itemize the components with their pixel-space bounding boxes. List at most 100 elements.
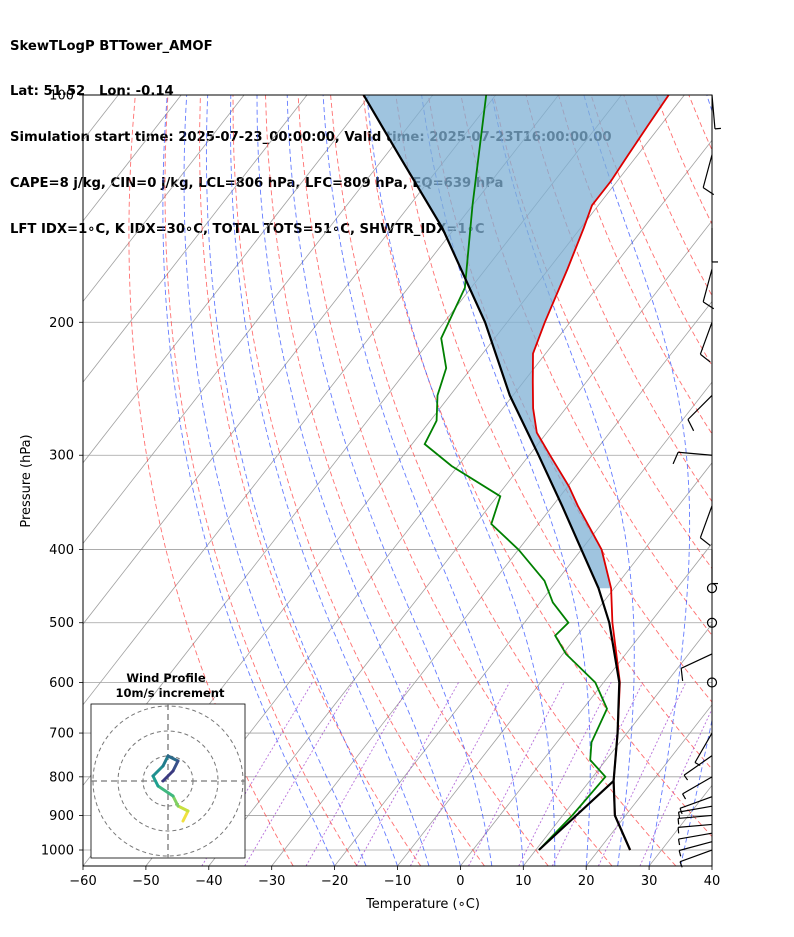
- barb-staff: [687, 395, 713, 420]
- y-tick-label: 700: [49, 727, 74, 742]
- wind-barb: [683, 755, 713, 781]
- dry-adiabat-line: [754, 95, 794, 866]
- inset-subtitle: 10m/s increment: [116, 686, 225, 700]
- barb-staff: [680, 653, 713, 669]
- wind-profile-inset: Wind Profile 10m/s increment: [90, 671, 246, 859]
- barb-staff: [683, 755, 713, 776]
- barb-staff: [694, 732, 713, 763]
- barb-staff: [678, 805, 713, 813]
- y-tick-label: 1000: [41, 844, 74, 859]
- x-tick-label: −40: [195, 874, 222, 889]
- y-tick-label: 100: [49, 89, 74, 104]
- x-tick-label: 0: [456, 874, 464, 889]
- inset-title: Wind Profile: [126, 671, 206, 685]
- mixing-ratio-line: [355, 682, 459, 866]
- barb-flag: [680, 668, 684, 681]
- y-tick-label: 800: [49, 770, 74, 785]
- dry-adiabat-line: [330, 95, 677, 866]
- moist-adiabat-line: [421, 95, 591, 866]
- parcel-line: [362, 95, 632, 851]
- moist-adiabat-line: [322, 95, 524, 866]
- wind-barb: [678, 841, 713, 857]
- y-tick-label: 300: [49, 449, 74, 464]
- isotherm-line: [711, 865, 712, 866]
- dry-adiabat-line: [590, 95, 712, 367]
- cape-area: [363, 95, 669, 589]
- moist-adiabat-line: [583, 95, 691, 866]
- x-tick-label: 30: [641, 874, 658, 889]
- dry-adiabat-line: [492, 95, 712, 570]
- moist-adiabat-line: [230, 95, 430, 866]
- barb-staff: [711, 94, 716, 129]
- barb-staff: [678, 823, 713, 828]
- hodograph-segment: [151, 774, 160, 788]
- wind-barb: [682, 776, 713, 800]
- x-tick-label: −50: [132, 874, 159, 889]
- barb-half-flag: [678, 850, 682, 857]
- hodograph-segment: [161, 769, 175, 783]
- hodograph-segment: [176, 804, 190, 813]
- x-tick-label: −60: [69, 874, 96, 889]
- barb-half-flag: [679, 861, 683, 868]
- isotherm-line: [648, 784, 712, 866]
- mixing-ratio-line: [597, 682, 687, 866]
- hodograph-segment: [181, 809, 190, 823]
- wind-barb: [699, 505, 713, 547]
- mixing-ratio-line: [410, 682, 510, 866]
- wind-barb: [679, 796, 713, 815]
- wind-barb: [711, 94, 721, 130]
- barb-staff: [678, 814, 713, 820]
- isotherm-line: [271, 300, 712, 866]
- cape-shading: [363, 95, 669, 589]
- x-tick-label: −10: [384, 874, 411, 889]
- wind-barb: [706, 617, 718, 628]
- calm-circle: [706, 617, 718, 628]
- barb-half-flag: [683, 774, 689, 781]
- wind-barb: [680, 653, 713, 681]
- barb-half-flag: [682, 793, 687, 800]
- y-axis-label: Pressure (hPa): [19, 434, 34, 527]
- hodograph: [151, 754, 190, 823]
- barb-half-flag: [694, 761, 701, 767]
- wind-barb: [694, 732, 713, 767]
- wind-barb: [677, 805, 713, 819]
- hodograph-segment: [171, 794, 180, 808]
- x-tick-label: −20: [321, 874, 348, 889]
- barb-staff: [678, 451, 713, 456]
- barb-half-flag: [679, 808, 683, 815]
- hodograph-segment: [166, 754, 180, 763]
- isotherm-line: [585, 704, 712, 866]
- barb-staff: [702, 154, 713, 188]
- isotherm-line: [460, 542, 712, 866]
- dry-adiabat-line: [297, 95, 613, 866]
- isotherm-line: [334, 381, 712, 866]
- wind-barb: [706, 677, 718, 688]
- barb-staff: [699, 505, 713, 538]
- barb-staff: [678, 832, 713, 840]
- moist-adiabat-line: [205, 95, 398, 866]
- mixing-ratio-line: [551, 682, 644, 866]
- isotherm-line: [83, 95, 434, 545]
- location-line: Lat: 51.52 Lon: -0.14: [10, 84, 174, 100]
- dry-adiabat-line: [721, 95, 794, 866]
- dry-adiabat-line: [623, 95, 712, 297]
- wind-barb: [677, 832, 713, 846]
- hodograph-segment: [156, 784, 175, 798]
- y-tick-label: 200: [49, 316, 74, 331]
- inset-ring: [117, 730, 219, 832]
- dry-adiabat-line: [525, 95, 712, 503]
- moist-adiabat-line: [491, 95, 635, 866]
- dry-adiabat-line: [199, 95, 422, 866]
- barb-flag: [687, 419, 695, 432]
- mixing-ratio-line: [305, 682, 412, 866]
- barb-flag: [699, 353, 711, 363]
- moist-adiabat-line: [183, 95, 367, 866]
- mixing-ratio-line: [518, 682, 612, 866]
- isotherm-line: [522, 623, 712, 866]
- hodograph-segment: [161, 754, 170, 768]
- barb-staff: [679, 841, 713, 852]
- wind-barb: [679, 849, 713, 868]
- barb-staff: [702, 268, 713, 302]
